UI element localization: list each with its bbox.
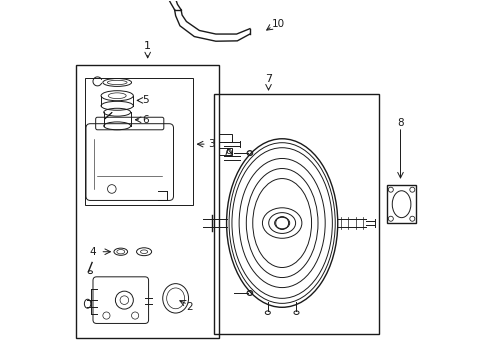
Text: 8: 8 xyxy=(396,118,403,128)
Text: 5: 5 xyxy=(142,95,149,105)
Text: 4: 4 xyxy=(89,247,96,257)
Bar xyxy=(76,65,219,338)
Bar xyxy=(219,148,231,155)
Text: 7: 7 xyxy=(264,74,271,84)
Text: 10: 10 xyxy=(271,19,285,30)
Bar xyxy=(214,94,378,334)
Text: 6: 6 xyxy=(142,115,149,125)
Text: 1: 1 xyxy=(144,41,151,51)
Bar xyxy=(219,134,231,141)
Bar xyxy=(386,185,415,223)
Text: 9: 9 xyxy=(224,149,231,159)
Bar xyxy=(85,78,192,205)
Text: 2: 2 xyxy=(186,302,193,312)
Text: 3: 3 xyxy=(208,139,215,149)
